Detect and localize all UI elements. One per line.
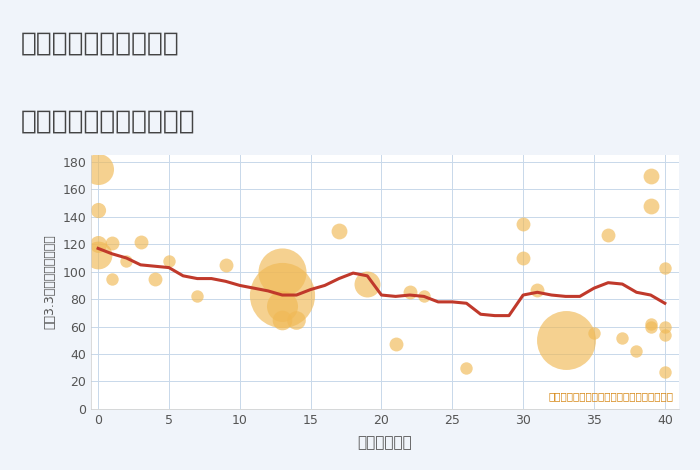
Point <box>362 280 373 288</box>
Point <box>404 289 415 296</box>
Point <box>276 291 288 299</box>
Point <box>192 293 203 300</box>
Point <box>333 227 344 235</box>
Point <box>276 268 288 275</box>
Point <box>617 334 628 341</box>
Point <box>560 337 571 344</box>
Point <box>603 231 614 238</box>
Point <box>92 241 104 248</box>
Point <box>659 323 671 330</box>
Point <box>659 264 671 271</box>
Point <box>631 347 642 355</box>
Point <box>92 165 104 172</box>
Point <box>645 320 657 328</box>
Point <box>276 316 288 323</box>
Point <box>517 254 528 262</box>
Point <box>645 323 657 330</box>
Point <box>461 364 472 371</box>
Text: 築年数別中古戸建て価格: 築年数別中古戸建て価格 <box>21 108 195 134</box>
Point <box>645 202 657 210</box>
Point <box>517 220 528 227</box>
Point <box>589 329 600 337</box>
Point <box>419 293 430 300</box>
Point <box>390 341 401 348</box>
Point <box>106 275 118 282</box>
Point <box>290 316 302 323</box>
Point <box>659 331 671 338</box>
X-axis label: 築年数（年）: 築年数（年） <box>358 435 412 450</box>
Point <box>149 275 160 282</box>
Point <box>92 206 104 214</box>
Point <box>121 257 132 265</box>
Y-axis label: 坪（3.3㎡）単価（万円）: 坪（3.3㎡）単価（万円） <box>43 235 57 329</box>
Text: 大阪府豊中市北条町の: 大阪府豊中市北条町の <box>21 31 179 56</box>
Point <box>276 302 288 310</box>
Text: 円の大きさは、取引のあった物件面積を示す: 円の大きさは、取引のあった物件面積を示す <box>548 392 673 401</box>
Point <box>532 286 543 293</box>
Point <box>645 172 657 180</box>
Point <box>92 251 104 259</box>
Point <box>659 368 671 376</box>
Point <box>163 257 174 265</box>
Point <box>220 261 231 269</box>
Point <box>106 239 118 247</box>
Point <box>135 238 146 245</box>
